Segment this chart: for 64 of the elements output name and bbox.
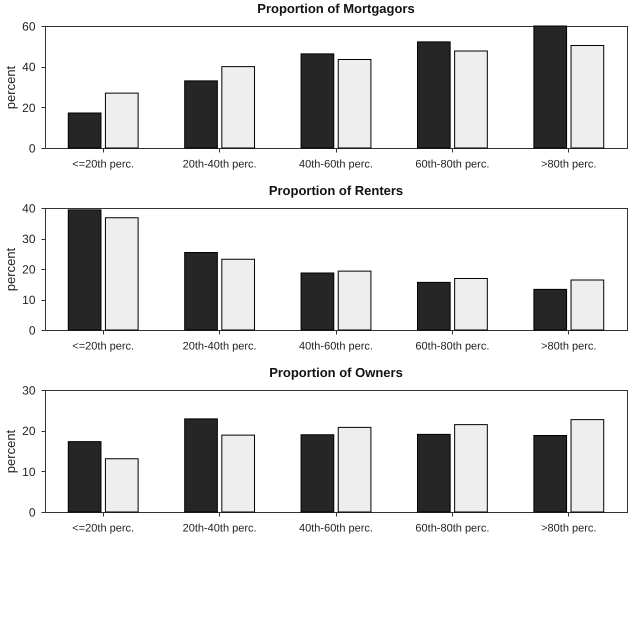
x-tick-label: >80th perc. [541, 522, 596, 534]
bar [300, 272, 334, 330]
bar [454, 278, 488, 330]
x-tick-label: >80th perc. [541, 340, 596, 352]
bar [533, 435, 568, 512]
y-tick-label: 20 [22, 100, 36, 115]
chart-title: Proportion of Renters [268, 183, 404, 198]
x-tick-label: 40th-60th perc. [299, 522, 373, 534]
chart-title: Proportion of Mortgagors [257, 1, 415, 16]
x-tick-label: 40th-60th perc. [299, 340, 373, 352]
x-tick-label: 20th-40th perc. [182, 158, 257, 170]
bar [68, 441, 102, 512]
x-tick-label: 60th-80th perc. [415, 340, 490, 352]
y-tick-label: 40 [22, 202, 36, 216]
y-tick-label: 0 [28, 324, 36, 338]
bar [104, 458, 139, 512]
bar [221, 66, 256, 148]
bar [416, 434, 451, 512]
y-tick-label: 10 [22, 293, 36, 307]
bar [104, 92, 139, 148]
y-tick-label: 0 [28, 142, 36, 156]
y-tick-label: 30 [22, 232, 36, 246]
y-tick-label: 20 [22, 424, 36, 438]
chart-title: Proportion of Owners [269, 365, 403, 380]
x-tick-label: <=20th perc. [72, 522, 134, 534]
x-tick-label: <=20th perc. [72, 158, 134, 170]
y-tick-label: 30 [22, 384, 36, 398]
x-tick-label: >80th perc. [541, 158, 596, 170]
bar [338, 59, 372, 148]
bar [454, 50, 488, 148]
bar [533, 288, 568, 330]
bar [184, 418, 218, 512]
y-axis-title: percent [3, 65, 18, 110]
y-axis-title: percent [3, 429, 18, 474]
bar [570, 419, 604, 512]
bar [300, 434, 334, 512]
bar [68, 112, 102, 148]
bar [338, 426, 372, 512]
bar [454, 424, 488, 512]
bar [338, 270, 372, 330]
y-tick-label: 0 [28, 506, 36, 520]
x-tick-label: 40th-60th perc. [299, 158, 373, 170]
x-tick-label: 60th-80th perc. [415, 158, 490, 170]
bar [221, 434, 256, 512]
bar [221, 258, 256, 330]
bar [104, 217, 139, 330]
x-tick-label: 20th-40th perc. [182, 340, 257, 352]
bar [416, 41, 451, 148]
y-tick-label: 10 [22, 464, 36, 479]
bar [570, 279, 604, 330]
y-tick-label: 60 [22, 20, 36, 34]
bar [416, 282, 451, 330]
y-tick-label: 40 [22, 60, 36, 74]
y-tick-label: 20 [22, 262, 36, 276]
bar [300, 53, 334, 148]
x-tick-label: 60th-80th perc. [415, 522, 490, 534]
y-axis-title: percent [3, 247, 18, 292]
bar [533, 26, 568, 148]
bar [570, 45, 604, 148]
bar [68, 209, 102, 330]
bar [184, 252, 218, 330]
x-tick-label: 20th-40th perc. [182, 522, 257, 534]
bar [184, 80, 218, 148]
x-tick-label: <=20th perc. [72, 340, 134, 352]
